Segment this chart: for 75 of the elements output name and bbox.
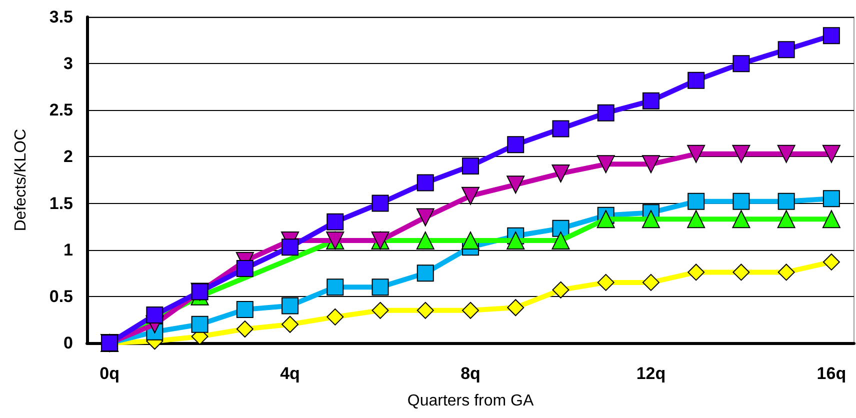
point bbox=[282, 316, 299, 333]
point bbox=[687, 210, 706, 228]
point bbox=[506, 232, 525, 250]
y-tick-label: 1 bbox=[64, 240, 73, 260]
point bbox=[282, 238, 299, 256]
point bbox=[326, 278, 344, 296]
point bbox=[822, 190, 840, 208]
point bbox=[326, 213, 344, 230]
point bbox=[236, 300, 254, 318]
point bbox=[552, 120, 570, 138]
point bbox=[732, 144, 750, 163]
point bbox=[236, 320, 254, 338]
point bbox=[462, 158, 479, 175]
point bbox=[778, 264, 795, 281]
point bbox=[372, 278, 389, 296]
point bbox=[326, 308, 344, 326]
y-tick-label: 3.5 bbox=[49, 8, 73, 26]
point bbox=[596, 155, 615, 174]
y-tick-label: 1.5 bbox=[49, 194, 73, 213]
point bbox=[462, 302, 479, 319]
point bbox=[416, 232, 434, 250]
point bbox=[552, 232, 570, 250]
point bbox=[372, 194, 389, 212]
point bbox=[822, 253, 840, 270]
point bbox=[642, 274, 660, 291]
point bbox=[146, 306, 164, 324]
point bbox=[462, 186, 480, 205]
point bbox=[777, 144, 796, 163]
x-tick-label: 12q bbox=[636, 364, 666, 383]
point bbox=[236, 260, 254, 277]
point bbox=[596, 210, 615, 228]
point bbox=[732, 210, 750, 228]
point bbox=[506, 176, 525, 194]
point bbox=[552, 220, 570, 237]
point bbox=[416, 174, 434, 192]
point bbox=[597, 274, 614, 291]
y-axis-title: Defects/KLOC bbox=[12, 128, 30, 232]
point bbox=[282, 297, 299, 314]
point bbox=[687, 144, 706, 163]
point bbox=[507, 136, 524, 154]
point bbox=[552, 164, 570, 182]
point bbox=[822, 27, 840, 44]
point bbox=[778, 192, 795, 210]
point bbox=[191, 316, 208, 333]
point bbox=[688, 264, 705, 281]
point bbox=[732, 264, 750, 281]
point bbox=[822, 210, 840, 228]
point bbox=[688, 72, 705, 89]
point bbox=[732, 192, 750, 210]
point bbox=[416, 264, 434, 282]
point bbox=[642, 92, 660, 110]
x-axis-title: Quarters from GA bbox=[407, 392, 534, 410]
point bbox=[416, 208, 434, 226]
x-tick-label: 4q bbox=[280, 364, 300, 383]
point bbox=[416, 302, 434, 319]
point bbox=[732, 55, 750, 72]
y-tick-label: 0 bbox=[64, 334, 73, 352]
point bbox=[777, 210, 796, 228]
point bbox=[462, 232, 480, 250]
point bbox=[552, 281, 570, 298]
point bbox=[507, 299, 524, 316]
point bbox=[642, 155, 660, 174]
point bbox=[642, 210, 660, 228]
point bbox=[597, 104, 614, 122]
point bbox=[372, 302, 389, 319]
point bbox=[688, 192, 705, 210]
point bbox=[822, 144, 840, 163]
y-tick-label: 2 bbox=[64, 147, 73, 166]
y-tick-label: 0.5 bbox=[49, 286, 73, 306]
y-tick-label: 2.5 bbox=[49, 100, 73, 120]
x-tick-label: 8q bbox=[460, 364, 480, 383]
y-tick-label: 3 bbox=[64, 54, 73, 74]
x-tick-label: 0q bbox=[100, 364, 120, 383]
x-tick-label: 16q bbox=[816, 364, 846, 383]
point bbox=[778, 41, 795, 58]
